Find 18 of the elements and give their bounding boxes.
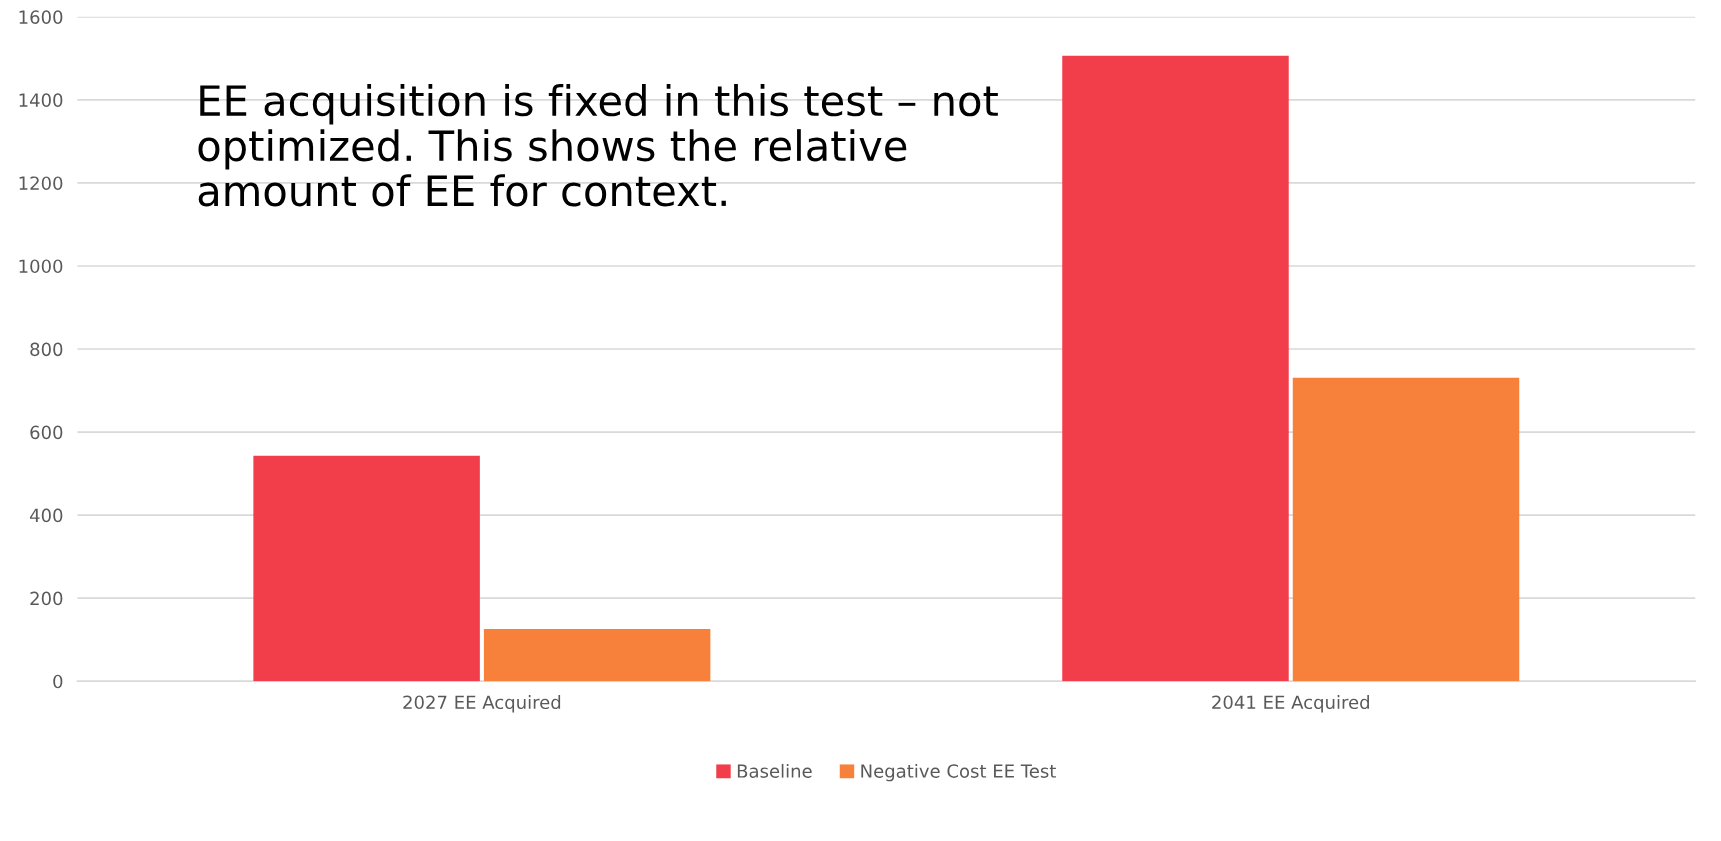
y-tick-label: 1200 [19,176,63,191]
bar [1292,377,1520,682]
annotation: EE acquisition is fixed in this test – not optimized. This shows the relative amount of EE for context. [198,84,998,207]
x-tick-label: 2041 EE Acquired [1212,695,1369,713]
y-tick-label: 200 [30,591,63,606]
y-tick-label: 1000 [19,259,63,274]
bar [483,628,711,682]
bar [253,455,480,682]
y-tick-label: 0 [53,674,63,689]
y-tick-label: 600 [30,425,63,440]
y-tick-label: 800 [30,342,63,357]
legend-label: Negative Cost EE Test [861,763,1056,782]
y-tick-label: 1600 [19,10,63,24]
x-tick-label: 2027 EE Acquired [403,695,561,713]
bar [1062,55,1289,682]
legend-label: Baseline [737,763,812,778]
y-tick-label: 400 [29,508,63,523]
y-tick-label: 1400 [19,93,63,107]
